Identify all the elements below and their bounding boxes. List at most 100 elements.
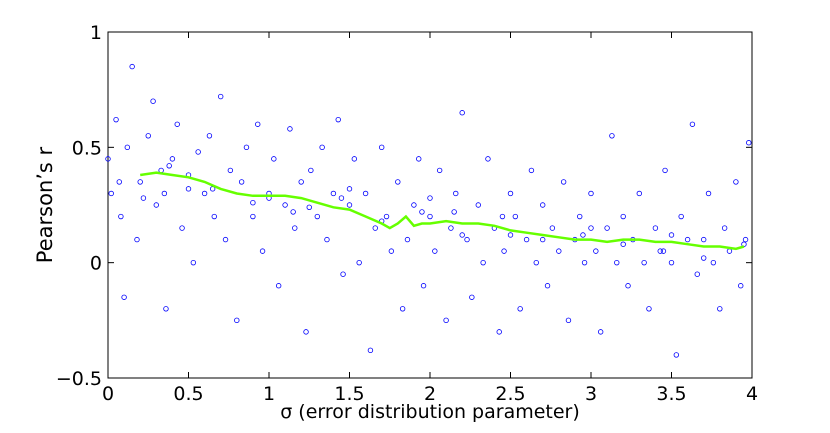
y-tick-label: 0.5 [72, 137, 102, 159]
scatter-point [533, 259, 539, 266]
x-axis-label: σ (error distribution parameter) [280, 401, 580, 423]
y-tick-label: 0 [90, 253, 102, 275]
scatter-point [271, 156, 277, 162]
scatter-point [485, 156, 491, 162]
scatter-point [588, 190, 594, 197]
scatter-point [652, 225, 659, 231]
scatter-point [330, 190, 337, 197]
scatter-point [129, 63, 135, 70]
x-tick-label: 1.5 [334, 383, 364, 405]
scatter-point [145, 133, 151, 139]
scatter-point [459, 110, 465, 116]
scatter-point [137, 179, 143, 185]
scatter-point [507, 232, 514, 238]
scatter-point [459, 232, 465, 238]
scatter-point [255, 121, 261, 127]
scatter-point [540, 202, 546, 208]
scatter-point [308, 167, 314, 174]
scatter-point [351, 156, 358, 162]
scatter-point [609, 133, 615, 139]
scatter-point [746, 140, 752, 146]
y-axis-label: Pearson’s r [33, 146, 57, 263]
scatter-point [217, 93, 224, 100]
scatter-point [379, 144, 385, 151]
scatter-point [620, 241, 626, 247]
scatter-point [528, 167, 535, 174]
scatter-point [427, 213, 433, 220]
scatter-point [185, 186, 192, 192]
scatter-point [625, 283, 631, 289]
scatter-point [701, 236, 707, 243]
scatter-point [250, 199, 256, 206]
scatter-point [694, 271, 700, 277]
scatter-point [662, 167, 668, 174]
x-tick-label: 4 [746, 383, 758, 405]
scatter-point [287, 126, 293, 132]
scatter-point [581, 259, 588, 266]
scatter-point [367, 347, 374, 354]
scatter-point [496, 329, 502, 335]
scatter-point [556, 248, 562, 254]
scatter-point [668, 259, 675, 266]
scatter-point [161, 190, 168, 197]
scatter-point [565, 317, 572, 324]
scatter-point [275, 283, 282, 289]
scatter-point [163, 306, 169, 312]
scatter-point [689, 121, 696, 127]
scatter-point [306, 204, 312, 211]
scatter-point [118, 213, 124, 220]
scatter-point [657, 248, 663, 254]
scatter-point [211, 213, 217, 220]
y-tick-label: 1 [90, 22, 102, 44]
scatter-point [116, 179, 122, 185]
scatter-point [480, 259, 486, 266]
scatter-point [124, 144, 131, 151]
scatter-point [507, 190, 514, 197]
x-tick-label: 3.5 [656, 383, 686, 405]
scatter-point [153, 202, 159, 208]
scatter-point [701, 255, 707, 261]
scatter-point [420, 283, 427, 289]
scatter-point [726, 248, 733, 254]
scatter-point [134, 236, 140, 243]
scatter-point [324, 236, 330, 243]
scatter-point [549, 225, 556, 231]
scatter-point [190, 259, 197, 266]
scatter-point [721, 225, 728, 231]
scatter-point [673, 352, 680, 358]
scatter-point [346, 202, 353, 208]
scatter-point [113, 116, 119, 123]
scatter-point [259, 248, 266, 254]
scatter-point [362, 190, 369, 197]
scatter-point [678, 213, 684, 220]
scatter-point [597, 329, 604, 335]
scatter-point [604, 225, 610, 231]
scatter-point [684, 236, 691, 243]
scatter-point [121, 294, 127, 300]
scatter-point [660, 248, 667, 254]
scatter-point [404, 236, 411, 243]
scatter-point [560, 179, 567, 185]
x-tick-label: 1 [263, 383, 275, 405]
scatter-point [250, 213, 256, 220]
scatter-point [577, 213, 583, 220]
scatter-point [448, 225, 454, 231]
scatter-point [416, 156, 422, 162]
scatter-point [443, 317, 449, 324]
trend-line [140, 171, 745, 251]
plot-frame [107, 31, 753, 379]
scatter-point [464, 236, 470, 243]
scatter-point [388, 248, 395, 254]
scatter-point [234, 317, 240, 324]
scatter-point [243, 144, 250, 151]
scatter-point [451, 209, 457, 215]
scatter-point [282, 202, 288, 208]
scatter-point [501, 248, 507, 254]
scatter-point [290, 209, 296, 215]
scatter-point [717, 306, 723, 312]
scatter-point [588, 225, 594, 231]
scatter-point [475, 202, 481, 208]
scatter-point [742, 236, 749, 243]
scatter-point [523, 236, 530, 243]
